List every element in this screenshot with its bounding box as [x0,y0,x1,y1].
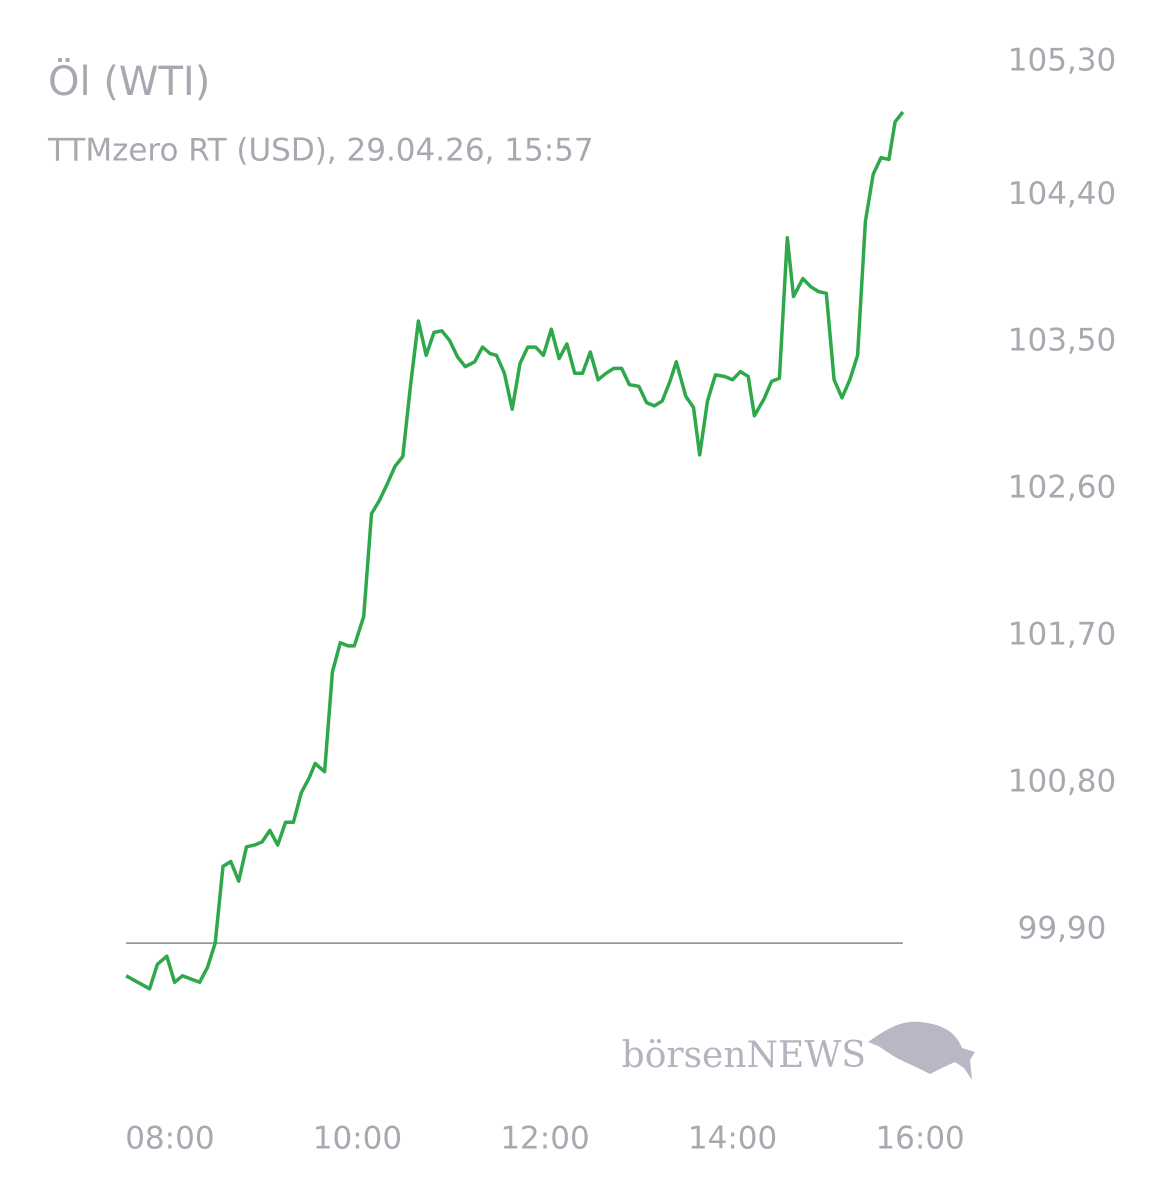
y-tick-label: 100,80 [1008,764,1116,800]
x-tick-label: 08:00 [125,1121,214,1157]
y-tick-label: 105,30 [1008,43,1116,79]
x-tick-label: 14:00 [688,1121,777,1157]
y-tick-label: 102,60 [1008,470,1116,506]
chart-subtitle: TTMzero RT (USD), 29.04.26, 15:57 [47,133,594,169]
x-tick-label: 10:00 [313,1121,402,1157]
watermark-logo: börsenNEWS [622,1021,975,1080]
bull-icon [868,1021,975,1080]
y-tick-label: 104,40 [1008,176,1116,212]
y-tick-label: 99,90 [1018,911,1107,947]
y-tick-label: 101,70 [1008,617,1116,653]
x-tick-label: 16:00 [875,1121,964,1157]
chart-title: Öl (WTI) [48,57,210,105]
y-tick-label: 103,50 [1008,323,1116,359]
price-line [125,110,905,991]
x-tick-label: 12:00 [500,1121,589,1157]
watermark: börsenNEWS [622,1035,866,1076]
